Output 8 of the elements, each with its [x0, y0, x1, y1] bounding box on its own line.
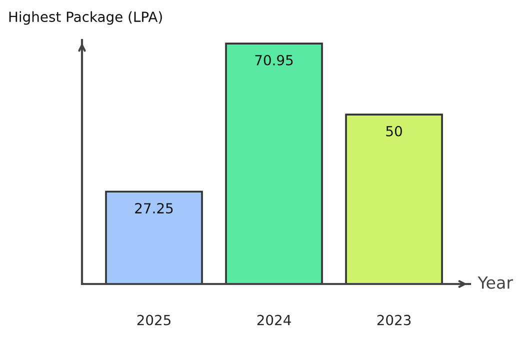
- y-axis-title: Highest Package (LPA): [9, 11, 162, 25]
- data-label: 27.25: [135, 203, 173, 214]
- data-label: 70.95: [255, 54, 293, 66]
- x-tick-label: 2025: [137, 314, 170, 326]
- x-tick-label: 2024: [257, 314, 291, 326]
- x-axis-title: Year: [478, 276, 514, 289]
- data-label: 50: [386, 126, 402, 136]
- x-tick-label: 2023: [377, 314, 411, 326]
